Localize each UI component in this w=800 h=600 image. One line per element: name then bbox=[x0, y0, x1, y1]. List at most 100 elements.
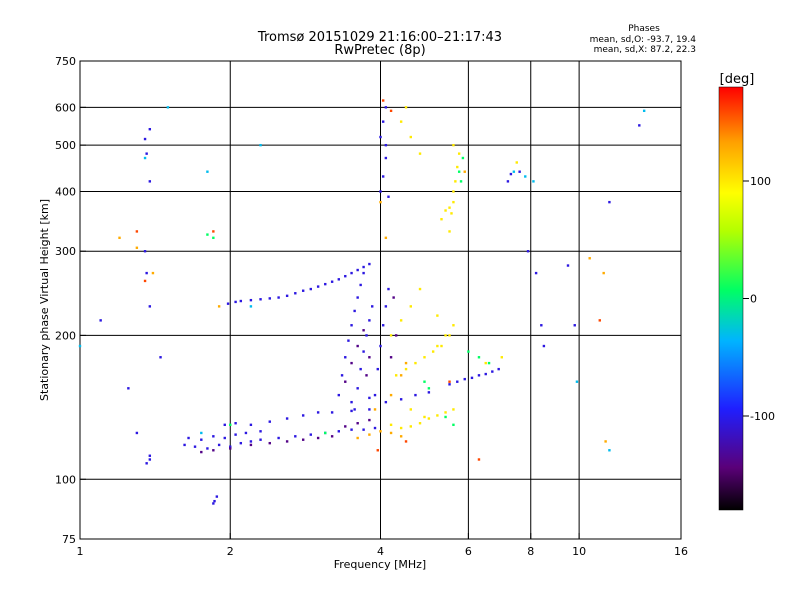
data-point bbox=[467, 350, 470, 353]
data-point bbox=[534, 271, 538, 275]
data-point bbox=[301, 289, 305, 292]
data-point bbox=[217, 443, 221, 447]
data-point bbox=[423, 356, 426, 359]
data-point bbox=[193, 445, 197, 448]
data-point bbox=[456, 165, 459, 169]
data-point bbox=[330, 411, 334, 414]
data-point bbox=[148, 127, 152, 131]
data-point bbox=[259, 438, 262, 441]
data-point bbox=[456, 380, 459, 383]
data-point bbox=[532, 180, 535, 183]
data-point bbox=[212, 236, 215, 240]
data-point bbox=[477, 374, 481, 377]
data-point bbox=[259, 298, 262, 301]
data-point bbox=[448, 230, 451, 233]
data-point bbox=[379, 190, 382, 193]
chart-title: Tromsø 20151029 21:16:00–21:17:43 bbox=[257, 30, 502, 45]
data-point bbox=[362, 428, 365, 431]
colorbar: [deg] 100 0 -100 bbox=[718, 72, 775, 511]
data-point bbox=[484, 372, 487, 376]
data-point bbox=[344, 380, 347, 383]
data-point bbox=[404, 440, 408, 443]
data-point bbox=[452, 190, 455, 193]
data-point bbox=[515, 161, 518, 164]
x-axis-label: Frequency [MHz] bbox=[334, 558, 426, 571]
y-tick-label: 500 bbox=[55, 139, 76, 152]
data-point bbox=[78, 344, 82, 348]
data-point bbox=[440, 218, 443, 221]
colorbar-tick-label: -100 bbox=[750, 410, 775, 423]
data-point bbox=[337, 393, 341, 397]
data-point bbox=[368, 408, 371, 411]
data-point bbox=[457, 170, 461, 173]
data-point bbox=[212, 230, 215, 233]
colorbar-ticks: 100 0 -100 bbox=[743, 175, 775, 423]
grid-lines bbox=[80, 61, 681, 539]
data-point bbox=[368, 319, 371, 322]
data-point bbox=[148, 458, 152, 461]
data-point bbox=[409, 305, 412, 308]
data-point bbox=[99, 319, 102, 322]
data-point bbox=[404, 106, 408, 109]
data-point bbox=[427, 387, 431, 390]
data-point bbox=[575, 380, 579, 383]
data-point bbox=[118, 236, 121, 240]
data-point bbox=[427, 417, 431, 420]
data-point bbox=[373, 393, 377, 397]
data-point bbox=[452, 423, 455, 427]
data-point bbox=[350, 324, 353, 327]
data-point bbox=[409, 425, 412, 428]
data-point bbox=[226, 302, 230, 305]
data-point bbox=[371, 305, 374, 308]
data-point bbox=[353, 408, 356, 411]
data-point bbox=[368, 262, 371, 266]
data-point bbox=[135, 431, 139, 435]
data-point bbox=[566, 264, 570, 267]
data-point bbox=[353, 309, 356, 313]
data-point bbox=[418, 422, 422, 425]
data-point bbox=[212, 502, 215, 505]
data-point bbox=[244, 431, 248, 435]
data-point bbox=[212, 435, 215, 438]
data-point bbox=[145, 152, 148, 155]
data-point bbox=[444, 334, 447, 337]
data-point bbox=[414, 361, 417, 365]
x-tick-label: 8 bbox=[527, 545, 534, 558]
data-point bbox=[212, 449, 215, 452]
data-point bbox=[309, 287, 312, 291]
data-point bbox=[423, 415, 426, 419]
data-point bbox=[356, 422, 359, 425]
data-point bbox=[399, 374, 403, 377]
data-point bbox=[359, 367, 362, 371]
data-point bbox=[159, 356, 162, 359]
data-point bbox=[187, 436, 190, 440]
data-point bbox=[506, 180, 510, 183]
data-point bbox=[200, 450, 203, 454]
data-point bbox=[249, 298, 253, 302]
data-point bbox=[436, 414, 439, 417]
data-point bbox=[409, 135, 412, 139]
data-point bbox=[384, 236, 388, 240]
data-point bbox=[347, 339, 350, 342]
data-point bbox=[399, 398, 403, 401]
data-point bbox=[454, 180, 457, 183]
data-point bbox=[436, 344, 439, 348]
x-tick-label: 2 bbox=[227, 545, 234, 558]
data-point bbox=[350, 428, 353, 431]
data-point bbox=[588, 257, 591, 260]
data-point bbox=[350, 409, 353, 413]
colorbar-tick-label: 0 bbox=[750, 293, 757, 306]
data-point bbox=[148, 454, 152, 457]
data-point bbox=[463, 170, 466, 173]
data-point bbox=[604, 440, 607, 443]
data-point bbox=[608, 449, 611, 452]
data-point bbox=[470, 376, 474, 380]
data-point bbox=[359, 283, 362, 287]
data-point bbox=[143, 250, 147, 253]
data-point bbox=[316, 285, 320, 288]
plot-area: 1 2 4 6 8 10 16 75 100 200 300 400 500 600 750 bbox=[55, 55, 688, 558]
x-tick-label: 4 bbox=[377, 545, 384, 558]
colorbar-gradient bbox=[718, 86, 744, 511]
data-point bbox=[135, 246, 139, 249]
data-point bbox=[404, 361, 408, 365]
